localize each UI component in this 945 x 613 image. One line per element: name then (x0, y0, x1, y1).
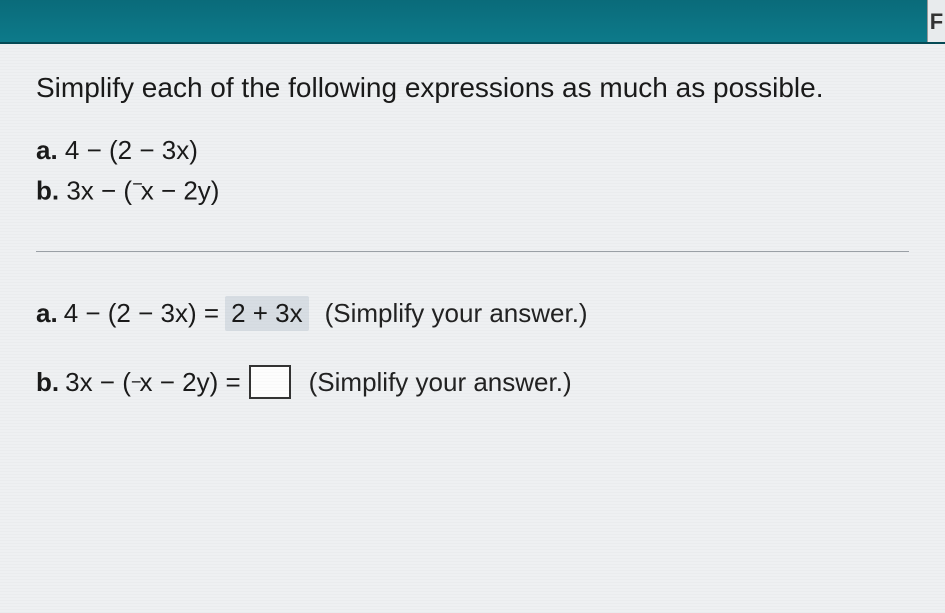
problem-a-expr: 4 − (2 − 3x) (65, 135, 198, 165)
problem-b-letter: b. (36, 176, 59, 206)
app-header: F (0, 0, 945, 44)
problem-a: a. 4 − (2 − 3x) (36, 130, 909, 170)
answer-a-letter: a. (36, 298, 58, 329)
question-panel: Simplify each of the following expressio… (0, 44, 945, 613)
problem-a-letter: a. (36, 135, 58, 165)
section-divider (36, 251, 909, 252)
problem-list: a. 4 − (2 − 3x) b. 3x − (−x − 2y) (36, 130, 909, 211)
answer-b-letter: b. (36, 367, 59, 398)
answer-b: b. 3x − (−x − 2y) = (Simplify your answe… (36, 365, 909, 399)
problem-b: b. 3x − (−x − 2y) (36, 170, 909, 211)
problem-b-expr-pre: 3x − ( (66, 176, 132, 206)
instruction-text: Simplify each of the following expressio… (36, 72, 909, 104)
problem-b-expr-post: x − 2y) (141, 176, 220, 206)
answer-b-hint: (Simplify your answer.) (309, 367, 572, 398)
answer-a-lhs: 4 − (2 − 3x) = (64, 298, 219, 329)
answer-b-lhs-post: x − 2y) = (139, 367, 240, 398)
answer-a: a. 4 − (2 − 3x) = 2 + 3x (Simplify your … (36, 296, 909, 331)
answer-a-value: 2 + 3x (225, 296, 309, 331)
answer-a-hint: (Simplify your answer.) (325, 298, 588, 329)
header-tab-letter: F (927, 0, 945, 42)
answer-b-lhs-pre: 3x − ( (65, 367, 131, 398)
answer-b-input[interactable] (249, 365, 291, 399)
